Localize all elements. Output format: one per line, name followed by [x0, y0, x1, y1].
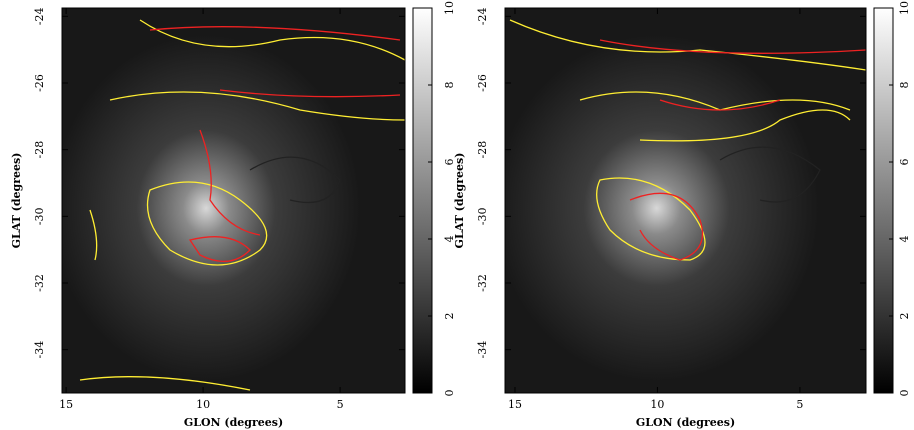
- colorbar: [874, 8, 893, 393]
- colorbar-tick-label: 2: [898, 313, 911, 320]
- y-tick-label: -26: [476, 74, 489, 92]
- y-tick-label: -34: [476, 341, 489, 359]
- x-tick-label: 15: [59, 398, 73, 411]
- y-tick-label: -32: [33, 274, 46, 292]
- colorbar-tick-label: 6: [898, 159, 911, 166]
- y-tick-label: -32: [476, 274, 489, 292]
- colorbar-tick-label: 2: [443, 313, 456, 320]
- colorbar: [413, 8, 432, 393]
- y-tick-label: -28: [476, 141, 489, 159]
- y-tick-label: -34: [33, 341, 46, 359]
- y-axis-label: GLAT (degrees): [10, 153, 23, 249]
- y-tick-label: -24: [33, 7, 46, 25]
- x-axis-label: GLON (degrees): [184, 416, 283, 429]
- colorbar-tick-label: 8: [898, 82, 911, 89]
- colorbar-tick-label: 4: [898, 236, 911, 243]
- sky-image: [505, 8, 866, 393]
- x-axis-label: GLON (degrees): [636, 416, 735, 429]
- colorbar-tick-label: 0: [443, 390, 456, 397]
- x-tick-label: 5: [796, 398, 803, 411]
- x-tick-label: 10: [650, 398, 664, 411]
- colorbar-tick-label: 0: [898, 390, 911, 397]
- x-tick-label: 15: [508, 398, 522, 411]
- sky-image: [62, 8, 405, 393]
- x-tick-label: 5: [337, 398, 344, 411]
- figure: 15 10 5 -24 -26 -28 -30 -32 -34 GLON (degrees) GLA…: [0, 0, 914, 430]
- y-tick-label: -24: [476, 7, 489, 25]
- y-tick-label: -26: [33, 74, 46, 92]
- y-tick-label: -30: [476, 207, 489, 225]
- y-tick-label: -30: [33, 207, 46, 225]
- colorbar-tick-label: 10: [898, 1, 911, 15]
- y-axis-label: GLAT (degrees): [453, 153, 466, 249]
- x-tick-label: 10: [196, 398, 210, 411]
- colorbar-tick-label: 8: [443, 82, 456, 89]
- y-tick-label: -28: [33, 141, 46, 159]
- colorbar-tick-label: 10: [443, 1, 456, 15]
